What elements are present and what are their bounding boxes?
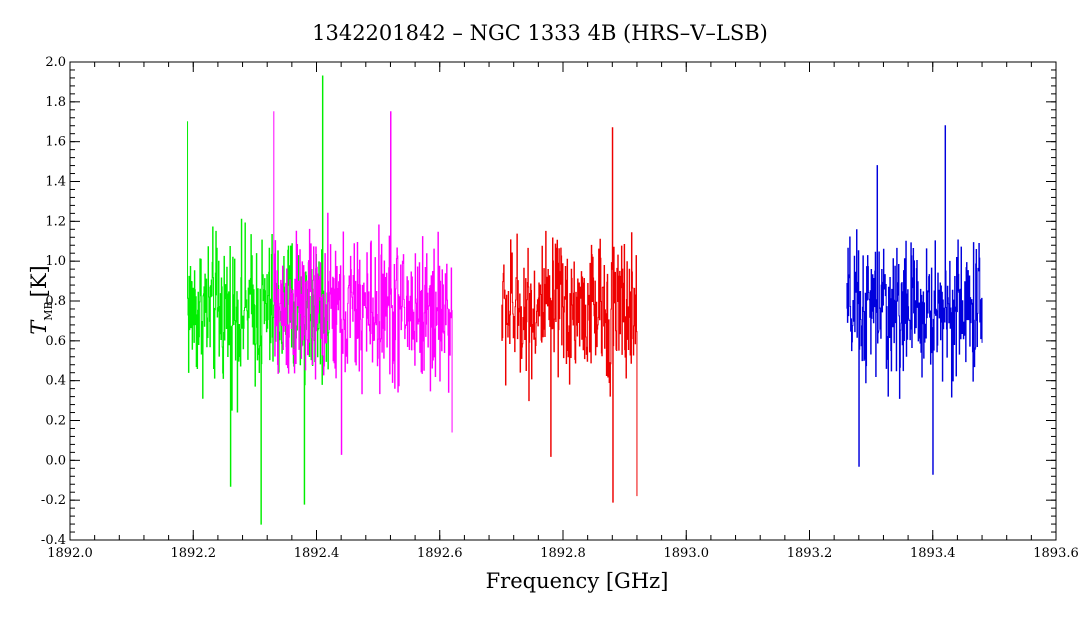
y-tick-label: 1.4 [45,175,66,190]
x-tick-label: 1892.2 [171,546,217,561]
y-tick-label: -0.2 [41,493,66,508]
y-tick-label: 1.6 [45,135,66,150]
spectrum-series-4 [846,125,983,475]
y-axis-label-unit: [K] [27,265,51,297]
y-axis-label-subscript: MB [42,301,55,320]
y-axis-label: TMB [K] [27,265,55,334]
svg-text:TMB[K]: TMB [K] [27,265,55,334]
y-tick-label: 0.8 [45,294,66,309]
spectrum-series-3 [501,127,638,503]
chart-title: 1342201842 – NGC 1333 4B (HRS–V–LSB) [312,21,768,45]
x-tick-label: 1892.0 [47,546,93,561]
x-tick-label: 1892.8 [540,546,586,561]
x-tick-label: 1893.2 [787,546,833,561]
spectrum-series-2 [273,111,453,455]
y-tick-label: 2.0 [45,55,66,70]
x-axis-label: Frequency [GHz] [486,569,669,593]
ticks-layer: 1892.0 1892.2 1892.4 1892.6 1892.8 1893.0 1893… [41,55,1079,561]
x-tick-label: 1893.4 [910,546,956,561]
y-tick-label: 1.8 [45,95,66,110]
y-tick-label: -0.4 [41,533,66,548]
x-tick-label: 1892.4 [294,546,340,561]
y-tick-label: 0.6 [45,334,66,349]
y-tick-label: 1.2 [45,214,66,229]
y-tick-label: 0.2 [45,414,66,429]
x-tick-label: 1893.0 [664,546,710,561]
y-tick-label: 0.0 [45,453,66,468]
y-axis-label-symbol: T [27,319,51,335]
y-tick-label: 1.0 [45,254,66,269]
x-tick-label: 1892.6 [417,546,463,561]
x-tick-label: 1893.6 [1033,546,1079,561]
series-layer [187,75,983,525]
y-tick-label: 0.4 [45,374,66,389]
